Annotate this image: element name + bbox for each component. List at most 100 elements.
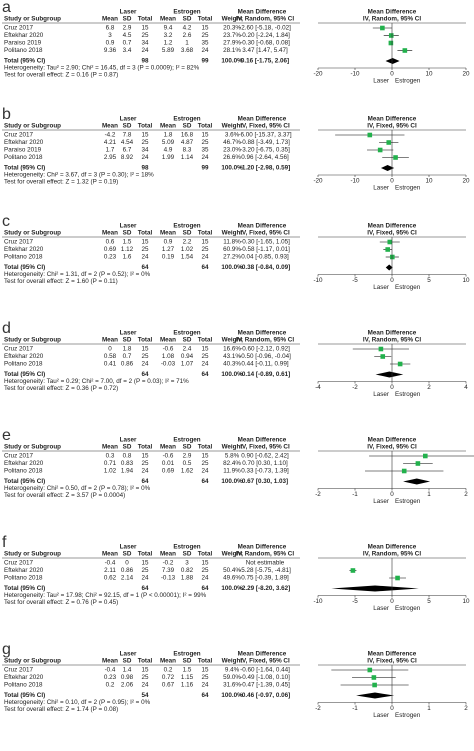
cell: 1.14 [181,154,194,161]
cell: 0 [108,346,112,353]
study-name: Politano 2018 [4,468,43,475]
cell: 7.8 [123,132,132,139]
study-name: Politano 2018 [4,682,43,689]
col-header: Total [138,123,153,130]
x-tick-label: -10 [350,71,360,78]
total-ci: 0.16 [-1.75, 2.06] [241,58,289,65]
cell: 25 [141,674,149,681]
effect-square [393,155,398,160]
effect-square [388,33,394,38]
effect-square [388,40,394,46]
panel-label: f [2,534,7,551]
cell: 0.71 [104,460,117,467]
cell: 25 [141,246,149,253]
col-header: Study or Subgroup [4,551,61,558]
study-name: Politano 2018 [4,361,43,368]
ci-text: -0.50 [-0.96, -0.04] [239,353,291,360]
x-tick-label: 0 [390,71,394,78]
heterogeneity: Heterogeneity: Chi² = 1.31, df = 2 (P = … [4,271,151,278]
ci-text: -0.88 [-3.49, 1.73] [240,139,290,146]
cell: -0.13 [161,575,176,582]
cell: 0.83 [121,460,134,467]
col-header: Mean [160,16,176,23]
cell: 2.95 [104,154,117,161]
study-name: Eftekhar 2020 [4,567,44,574]
cell: 0.01 [162,460,175,467]
panel-label: g [2,641,11,658]
cell: 0.72 [162,674,175,681]
col-header: Total [198,337,213,344]
col-header: Total [138,337,153,344]
cell: 1 [185,40,189,47]
study-name: Politano 2018 [4,575,43,582]
cell: 15 [201,346,209,353]
overall-effect: Test for overall effect: Z = 1.74 (P = 0… [4,706,118,713]
x-tick-label: 10 [462,598,470,605]
cell: 0.2 [164,667,173,674]
weight: 40.3% [223,361,241,368]
heterogeneity: Heterogeneity: Tau² = 17.98; Chi² = 92.1… [4,592,207,599]
favours-label: Estrogen [395,712,421,719]
x-tick-label: -10 [313,598,323,605]
cell: 4.2 [183,25,192,32]
effect-square [367,132,373,138]
cell: 1.2 [164,40,173,47]
cell: 0.9 [164,239,173,246]
md-header: Mean Difference [368,651,417,658]
total-label: Total (95% CI) [4,264,45,271]
cell: 0.67 [162,682,175,689]
weight: 16.6% [223,346,241,353]
cell: 1.99 [162,154,175,161]
cell: -0.03 [161,361,176,368]
cell: 9.36 [104,47,117,54]
cell: 1.02 [181,246,194,253]
cell: 2.11 [104,567,116,574]
weight: 9.4% [225,667,240,674]
summary-diamond [375,371,404,378]
cell: 25 [201,139,209,146]
cell: 0.41 [104,361,117,368]
cell: 0 [125,560,129,567]
cell: 24 [201,575,209,582]
col-header: IV, Fixed, 95% CI [367,658,417,665]
panel-label: a [2,0,11,16]
cell: 4.21 [104,139,117,146]
study-name: Politano 2018 [4,154,43,161]
weight: 23.0% [223,147,241,154]
cell: -0.6 [163,453,174,460]
md-header: Mean Difference [368,544,417,551]
cell: 24 [201,468,209,475]
ci-text: 0.96 [-2.64, 4.56] [241,154,289,161]
cell: -0.4 [105,667,116,674]
x-tick-label: 10 [425,178,433,185]
ci-text: -6.00 [-15.37, 3.37] [238,132,291,139]
x-tick-label: 10 [462,277,470,284]
col-header: Weight [222,337,244,344]
summary-diamond [385,58,400,64]
favours-label: Estrogen [395,78,421,85]
col-header: Mean [102,337,118,344]
favours-label: Estrogen [395,284,421,291]
x-tick-label: -4 [315,384,321,391]
col-header: IV, Fixed, 95% CI [240,444,290,451]
total-label: Total (95% CI) [4,371,45,378]
cell: 1.88 [181,575,194,582]
x-tick-label: 20 [462,71,470,78]
col-header: IV, Random, 95% CI [236,551,294,558]
total-n: 54 [141,692,149,699]
weight: 23.7% [223,32,241,39]
cell: 0.69 [104,246,117,253]
cell: 3.68 [181,47,194,54]
col-header: SD [123,123,132,130]
col-header: SD [183,337,192,344]
cell: 25 [141,460,149,467]
cell: 4.5 [123,32,132,39]
cell: 1.16 [181,682,194,689]
x-tick-label: 0 [390,384,394,391]
col-header: Total [198,123,213,130]
summary-diamond [385,264,393,271]
col-header: Study or Subgroup [4,658,61,665]
x-tick-label: 2 [464,491,468,498]
total-n: 64 [201,264,209,271]
